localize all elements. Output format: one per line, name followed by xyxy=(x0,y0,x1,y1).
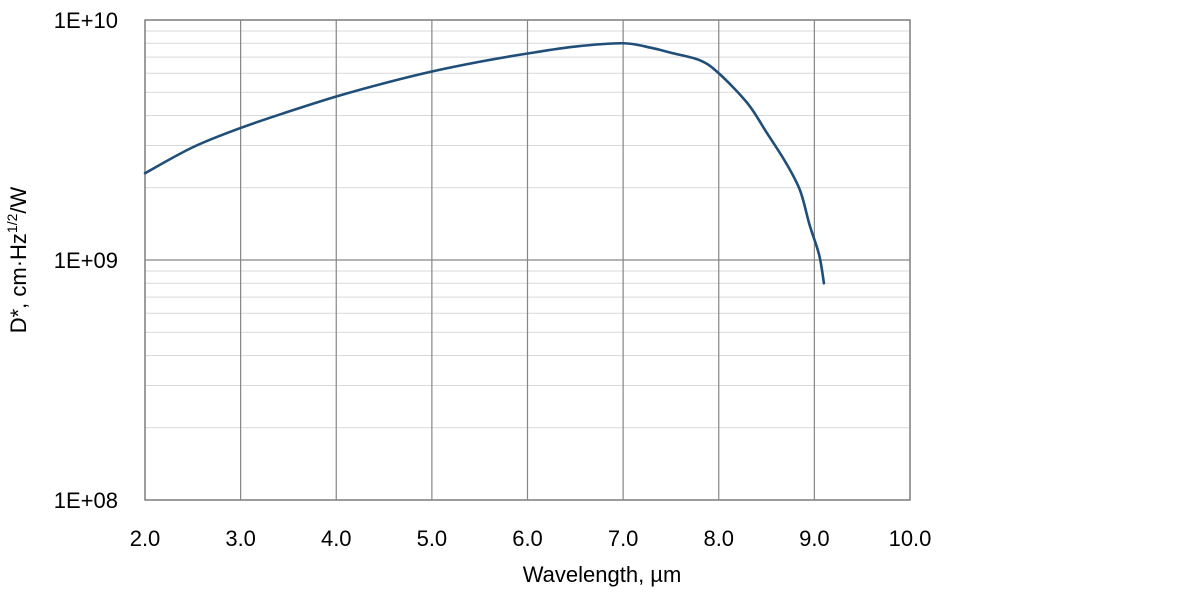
y-tick-label: 1E+08 xyxy=(54,488,118,513)
y-axis-title: D*, cm·Hz1/2/W xyxy=(4,186,31,333)
x-tick-label: 2.0 xyxy=(130,526,161,551)
y-axis-title-superscript: 1/2 xyxy=(4,213,20,233)
x-tick-label: 6.0 xyxy=(512,526,543,551)
y-tick-label: 1E+09 xyxy=(54,248,118,273)
x-tick-label: 10.0 xyxy=(889,526,932,551)
y-tick-labels: 1E+08 1E+09 1E+10 xyxy=(54,8,118,513)
plot-area-border xyxy=(144,19,911,501)
y-axis-title-prefix: D*, cm·Hz xyxy=(6,233,31,333)
y-axis-title-suffix: /W xyxy=(6,186,31,213)
x-tick-label: 4.0 xyxy=(321,526,352,551)
x-tick-label: 9.0 xyxy=(799,526,830,551)
x-tick-label: 3.0 xyxy=(225,526,256,551)
x-tick-label: 8.0 xyxy=(703,526,734,551)
x-tick-label: 7.0 xyxy=(608,526,639,551)
y-tick-label: 1E+10 xyxy=(54,8,118,33)
series-line xyxy=(143,41,826,285)
x-tick-label: 5.0 xyxy=(417,526,448,551)
x-tick-labels: 2.0 3.0 4.0 5.0 6.0 7.0 8.0 9.0 10.0 xyxy=(130,526,932,551)
series-layer xyxy=(143,41,826,285)
x-axis-title: Wavelength, µm xyxy=(523,562,682,587)
